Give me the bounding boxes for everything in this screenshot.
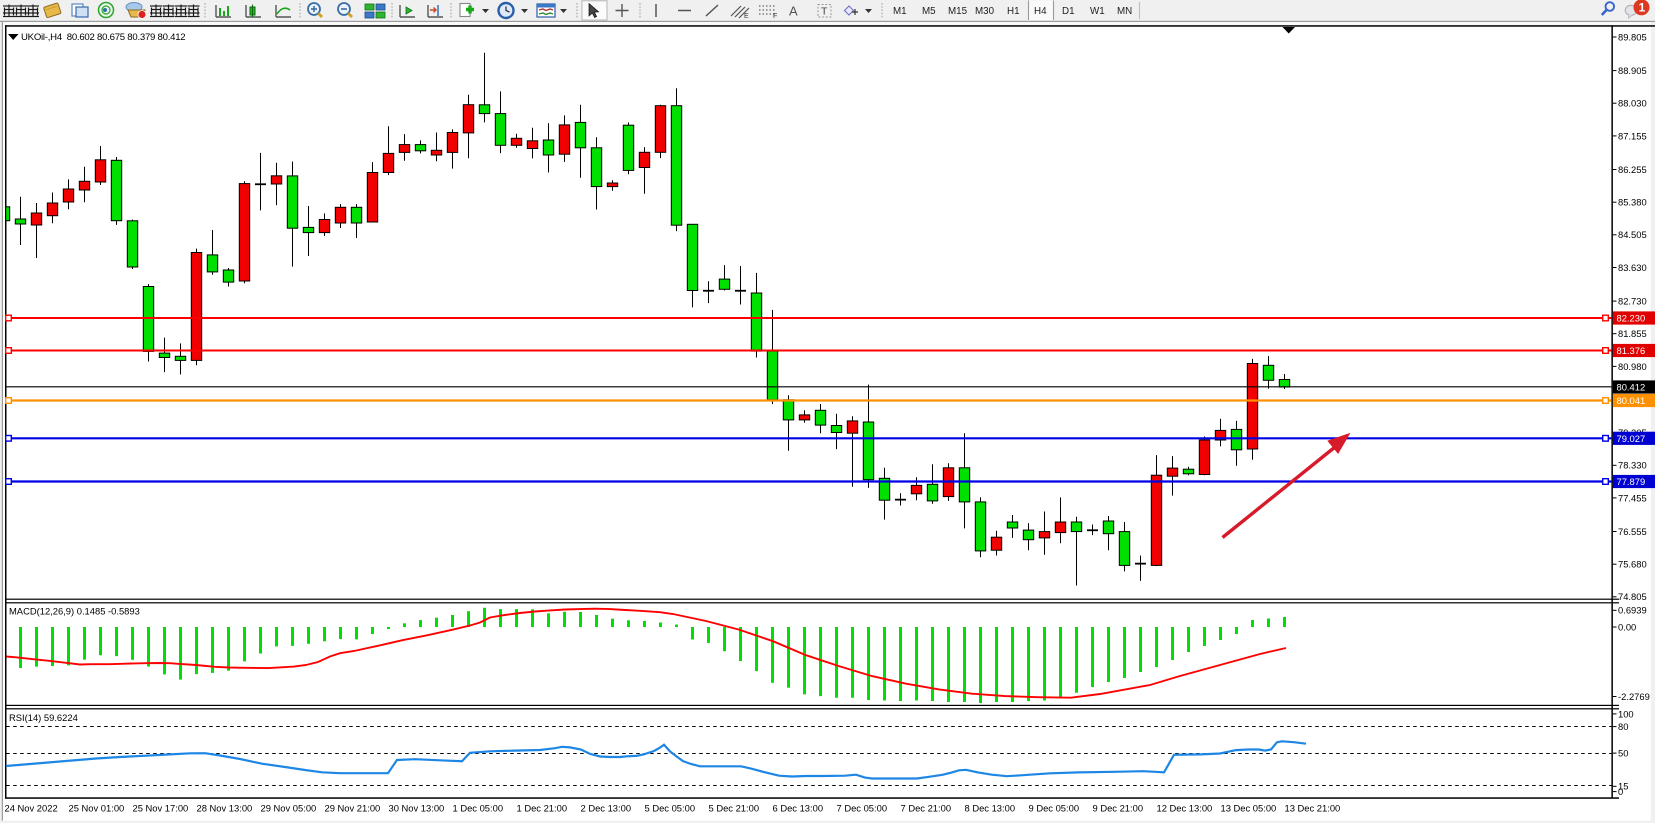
svg-text:15: 15 bbox=[1618, 781, 1628, 792]
svg-text:2 Dec 13:00: 2 Dec 13:00 bbox=[581, 803, 632, 814]
svg-text:8 Dec 13:00: 8 Dec 13:00 bbox=[965, 803, 1016, 814]
svg-text:F: F bbox=[773, 13, 777, 20]
svg-text:D1: D1 bbox=[1062, 6, 1075, 17]
svg-text:7 Dec 05:00: 7 Dec 05:00 bbox=[837, 803, 888, 814]
svg-text:77.455: 77.455 bbox=[1618, 492, 1647, 503]
svg-text:H4: H4 bbox=[1034, 6, 1047, 17]
svg-text:78.330: 78.330 bbox=[1618, 460, 1647, 471]
svg-text:13 Dec 21:00: 13 Dec 21:00 bbox=[1285, 803, 1341, 814]
svg-text:RSI(14) 59.6224: RSI(14) 59.6224 bbox=[9, 712, 78, 723]
svg-text:80.980: 80.980 bbox=[1618, 361, 1647, 372]
svg-text:M1: M1 bbox=[893, 6, 907, 17]
svg-text:87.155: 87.155 bbox=[1618, 130, 1647, 141]
svg-text:74.805: 74.805 bbox=[1618, 591, 1647, 602]
svg-text:M30: M30 bbox=[975, 6, 995, 17]
svg-text:A: A bbox=[789, 4, 798, 19]
svg-text:7 Dec 21:00: 7 Dec 21:00 bbox=[901, 803, 952, 814]
svg-text:81.376: 81.376 bbox=[1617, 345, 1646, 356]
svg-text:28 Nov 13:00: 28 Nov 13:00 bbox=[197, 803, 253, 814]
svg-text:M15: M15 bbox=[948, 6, 968, 17]
svg-text:88.905: 88.905 bbox=[1618, 65, 1647, 76]
svg-text:5 Dec 05:00: 5 Dec 05:00 bbox=[645, 803, 696, 814]
svg-text:88.030: 88.030 bbox=[1618, 98, 1647, 109]
svg-text:24 Nov 2022: 24 Nov 2022 bbox=[5, 803, 58, 814]
svg-text:12 Dec 13:00: 12 Dec 13:00 bbox=[1157, 803, 1213, 814]
svg-text:9 Dec 21:00: 9 Dec 21:00 bbox=[1093, 803, 1144, 814]
svg-text:80: 80 bbox=[1618, 721, 1628, 732]
svg-text:25 Nov 17:00: 25 Nov 17:00 bbox=[133, 803, 189, 814]
svg-text:77.879: 77.879 bbox=[1617, 476, 1646, 487]
svg-text:1 Dec 21:00: 1 Dec 21:00 bbox=[517, 803, 568, 814]
svg-text:13 Dec 05:00: 13 Dec 05:00 bbox=[1221, 803, 1277, 814]
svg-text:M5: M5 bbox=[922, 6, 936, 17]
svg-text:29 Nov 21:00: 29 Nov 21:00 bbox=[325, 803, 381, 814]
svg-text:1 Dec 05:00: 1 Dec 05:00 bbox=[453, 803, 504, 814]
svg-text:29 Nov 05:00: 29 Nov 05:00 bbox=[261, 803, 317, 814]
svg-text:-2.2769: -2.2769 bbox=[1618, 691, 1650, 702]
svg-text:5 Dec 21:00: 5 Dec 21:00 bbox=[709, 803, 760, 814]
svg-text:25 Nov 01:00: 25 Nov 01:00 bbox=[69, 803, 125, 814]
svg-text:85.380: 85.380 bbox=[1618, 197, 1647, 208]
svg-text:H1: H1 bbox=[1007, 6, 1020, 17]
svg-text:30 Nov 13:00: 30 Nov 13:00 bbox=[389, 803, 445, 814]
svg-text:6 Dec 13:00: 6 Dec 13:00 bbox=[773, 803, 824, 814]
svg-text:86.255: 86.255 bbox=[1618, 164, 1647, 175]
svg-text:89.805: 89.805 bbox=[1618, 31, 1647, 42]
svg-text:82.230: 82.230 bbox=[1617, 313, 1646, 324]
svg-text:W1: W1 bbox=[1090, 6, 1105, 17]
svg-text:T: T bbox=[821, 6, 828, 18]
svg-text:0.00: 0.00 bbox=[1618, 621, 1636, 632]
svg-text:9 Dec 05:00: 9 Dec 05:00 bbox=[1029, 803, 1080, 814]
svg-text:50: 50 bbox=[1618, 748, 1628, 759]
svg-text:100: 100 bbox=[1618, 708, 1634, 719]
svg-text:82.730: 82.730 bbox=[1618, 296, 1647, 307]
svg-text:79.027: 79.027 bbox=[1617, 433, 1646, 444]
svg-text:MACD(12,26,9) 0.1485 -0.5893: MACD(12,26,9) 0.1485 -0.5893 bbox=[9, 606, 140, 617]
svg-text:80.041: 80.041 bbox=[1617, 395, 1646, 406]
svg-text:0.6939: 0.6939 bbox=[1618, 605, 1647, 616]
svg-text:UKOil-,H4 80.602 80.675 80.37: UKOil-,H4 80.602 80.675 80.379 80.412 bbox=[21, 32, 185, 43]
svg-text:76.555: 76.555 bbox=[1618, 526, 1647, 537]
svg-text:83.630: 83.630 bbox=[1618, 262, 1647, 273]
svg-text:E: E bbox=[744, 13, 749, 20]
svg-text:80.412: 80.412 bbox=[1617, 382, 1646, 393]
svg-text:0: 0 bbox=[1618, 786, 1623, 797]
svg-text:MN: MN bbox=[1117, 6, 1132, 17]
svg-text:84.505: 84.505 bbox=[1618, 229, 1647, 240]
svg-text:1: 1 bbox=[1639, 1, 1646, 15]
svg-text:75.680: 75.680 bbox=[1618, 559, 1647, 570]
svg-text:81.855: 81.855 bbox=[1618, 328, 1647, 339]
